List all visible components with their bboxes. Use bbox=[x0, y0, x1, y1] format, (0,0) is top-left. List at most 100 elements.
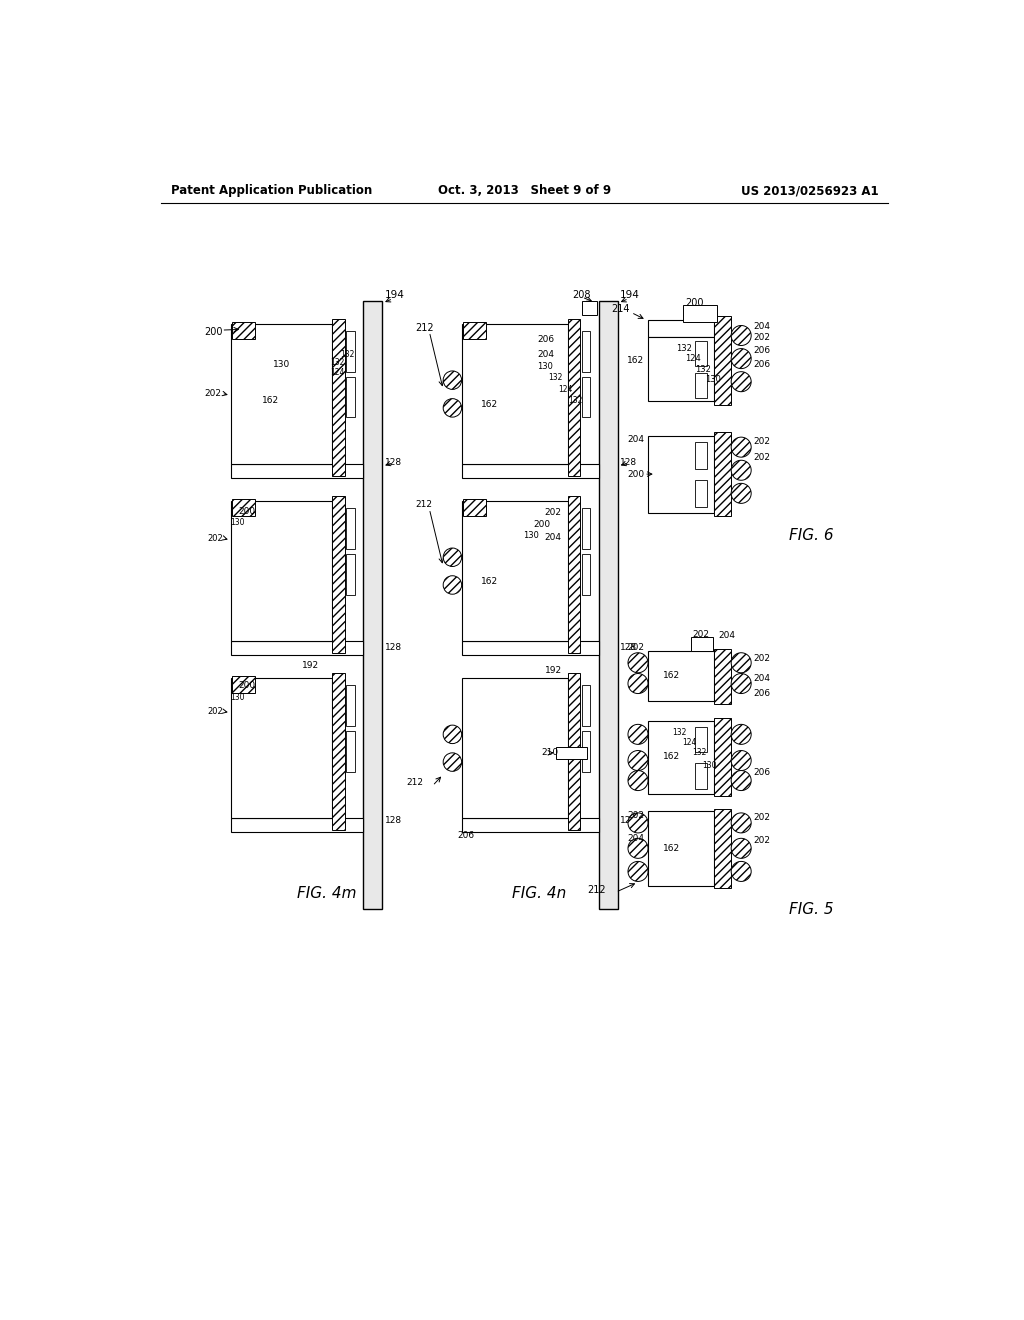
Text: 200: 200 bbox=[239, 681, 255, 690]
Text: 162: 162 bbox=[481, 400, 498, 409]
Bar bbox=[230, 818, 364, 832]
Bar bbox=[695, 442, 707, 469]
Circle shape bbox=[443, 725, 462, 743]
Bar bbox=[714, 432, 731, 516]
Bar bbox=[695, 763, 707, 789]
Bar bbox=[346, 685, 354, 726]
Bar bbox=[648, 337, 714, 401]
Text: 200: 200 bbox=[685, 298, 703, 308]
Text: 200: 200 bbox=[627, 470, 644, 479]
Circle shape bbox=[731, 372, 752, 392]
Text: 202: 202 bbox=[627, 810, 644, 820]
Bar bbox=[695, 726, 707, 752]
Text: 206: 206 bbox=[754, 360, 771, 370]
Bar bbox=[333, 673, 345, 830]
Text: 202: 202 bbox=[754, 836, 770, 845]
Text: 204: 204 bbox=[754, 673, 770, 682]
Bar bbox=[691, 638, 713, 651]
Bar bbox=[232, 322, 255, 339]
Circle shape bbox=[443, 548, 462, 566]
Text: 206: 206 bbox=[458, 832, 475, 841]
Text: 208: 208 bbox=[571, 289, 590, 300]
Text: 204: 204 bbox=[538, 350, 554, 359]
Text: 204: 204 bbox=[545, 533, 562, 541]
Bar bbox=[230, 465, 364, 478]
Text: 128: 128 bbox=[385, 458, 401, 467]
Bar bbox=[648, 436, 714, 512]
Circle shape bbox=[628, 813, 648, 833]
Text: 200: 200 bbox=[239, 507, 255, 516]
Text: US 2013/0256923 A1: US 2013/0256923 A1 bbox=[741, 185, 879, 197]
Circle shape bbox=[731, 461, 752, 480]
Bar bbox=[333, 318, 345, 475]
Text: 130: 130 bbox=[523, 531, 539, 540]
Bar bbox=[462, 465, 599, 478]
Bar bbox=[695, 372, 707, 399]
Text: 130: 130 bbox=[701, 760, 717, 770]
Circle shape bbox=[443, 752, 462, 771]
Text: 128: 128 bbox=[385, 816, 401, 825]
Text: 124: 124 bbox=[685, 354, 700, 363]
Text: 132: 132 bbox=[330, 358, 344, 367]
Bar bbox=[648, 651, 714, 701]
Bar bbox=[648, 321, 714, 337]
Bar bbox=[232, 499, 255, 516]
Text: 192: 192 bbox=[301, 660, 318, 669]
Text: 132: 132 bbox=[695, 364, 711, 374]
Circle shape bbox=[731, 725, 752, 744]
Bar bbox=[582, 553, 590, 594]
Bar bbox=[582, 331, 590, 372]
Text: 212: 212 bbox=[416, 323, 434, 333]
Text: 162: 162 bbox=[664, 843, 681, 853]
Bar bbox=[364, 301, 382, 909]
Text: 202: 202 bbox=[754, 437, 770, 446]
Text: 124: 124 bbox=[682, 738, 696, 747]
Bar bbox=[462, 642, 599, 655]
Text: Patent Application Publication: Patent Application Publication bbox=[171, 185, 372, 197]
Text: 200: 200 bbox=[534, 520, 550, 528]
Circle shape bbox=[731, 813, 752, 833]
Circle shape bbox=[731, 771, 752, 791]
Text: 128: 128 bbox=[385, 643, 401, 652]
Circle shape bbox=[443, 371, 462, 389]
Bar bbox=[714, 809, 731, 888]
Bar bbox=[568, 673, 581, 830]
Text: 132: 132 bbox=[692, 748, 707, 758]
Bar bbox=[346, 376, 354, 417]
Text: 202: 202 bbox=[205, 389, 221, 397]
Circle shape bbox=[731, 326, 752, 346]
Text: 210: 210 bbox=[541, 748, 558, 758]
Circle shape bbox=[628, 751, 648, 771]
Bar bbox=[346, 553, 354, 594]
Circle shape bbox=[731, 862, 752, 882]
Bar bbox=[346, 731, 354, 772]
Text: 128: 128 bbox=[621, 458, 637, 467]
Text: 130: 130 bbox=[230, 693, 245, 702]
Text: 124: 124 bbox=[330, 368, 344, 378]
Bar bbox=[714, 649, 731, 704]
Bar bbox=[232, 676, 255, 693]
Bar bbox=[463, 322, 486, 339]
Text: 124: 124 bbox=[558, 385, 572, 393]
Text: 206: 206 bbox=[754, 768, 771, 777]
Circle shape bbox=[731, 673, 752, 693]
Text: 192: 192 bbox=[545, 667, 562, 675]
Bar bbox=[568, 496, 581, 653]
Circle shape bbox=[628, 771, 648, 791]
Text: 212: 212 bbox=[407, 777, 423, 787]
Text: FIG. 5: FIG. 5 bbox=[788, 902, 834, 916]
Bar bbox=[648, 812, 714, 886]
Circle shape bbox=[731, 751, 752, 771]
Bar bbox=[230, 502, 333, 642]
Text: 202: 202 bbox=[207, 706, 223, 715]
Text: 206: 206 bbox=[754, 689, 771, 698]
Text: Oct. 3, 2013  Sheet 9 of 9: Oct. 3, 2013 Sheet 9 of 9 bbox=[438, 185, 611, 197]
Bar bbox=[462, 678, 568, 818]
Text: 202: 202 bbox=[754, 334, 770, 342]
Text: 202: 202 bbox=[692, 630, 710, 639]
Text: 214: 214 bbox=[611, 304, 630, 314]
Text: FIG. 6: FIG. 6 bbox=[788, 528, 834, 544]
Text: 162: 162 bbox=[627, 355, 644, 364]
Text: 202: 202 bbox=[545, 508, 562, 517]
Bar bbox=[346, 508, 354, 549]
